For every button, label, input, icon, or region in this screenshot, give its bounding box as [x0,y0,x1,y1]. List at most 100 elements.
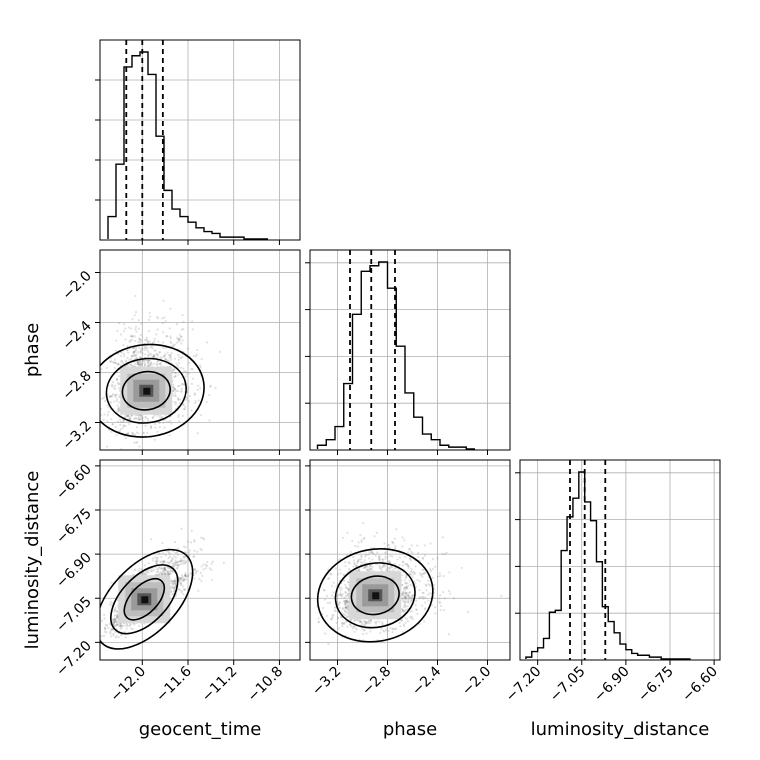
scatter-point [371,565,374,568]
scatter-point [143,571,146,574]
scatter-point [145,431,149,434]
scatter-point [345,601,348,604]
scatter-point [404,596,407,599]
scatter-point [111,422,114,426]
scatter-point [346,607,349,611]
scatter-point [147,561,150,565]
scatter-point [378,620,381,623]
scatter-point [151,570,154,573]
scatter-point [402,624,406,628]
scatter-point [423,544,427,547]
scatter-point [160,571,163,574]
scatter-point [375,620,379,623]
scatter-point [114,394,117,397]
scatter-point [170,341,173,345]
scatter-point [346,601,349,604]
scatter-point [331,585,334,588]
scatter-point [138,346,141,349]
scatter-point [425,584,428,587]
scatter-point [127,326,130,329]
scatter-point [361,632,365,635]
x-tick-label-phase: −2.8 [359,664,394,699]
scatter-point [438,572,442,575]
scatter-point [101,397,104,400]
scatter-point [172,587,176,590]
scatter-point [183,573,187,577]
scatter-point [403,595,406,598]
scatter-point [422,568,425,571]
scatter-point [118,382,121,385]
scatter-point [399,619,402,622]
scatter-point [87,370,89,372]
scatter-point [126,349,129,352]
scatter-point [169,569,172,572]
scatter-point [161,322,165,325]
scatter-point [345,603,348,607]
scatter-point [116,420,120,423]
scatter-point [143,359,146,362]
scatter-point [443,552,446,556]
scatter-point [211,578,214,582]
scatter-point [364,553,368,557]
scatter-point [339,568,342,571]
scatter-point [406,563,409,566]
scatter-point [177,415,180,418]
scatter-point [144,572,148,575]
scatter-point [177,353,180,357]
scatter-point [358,558,361,561]
scatter-point [133,441,136,444]
axes-frame [519,459,721,661]
scatter-point [405,598,408,601]
scatter-point [397,569,400,572]
scatter-point [116,382,119,385]
y-tick-label-phase: −2.0 [59,268,94,303]
scatter-point [407,601,410,604]
scatter-point [155,352,158,355]
scatter-point [127,432,130,435]
scatter-point [119,423,122,427]
scatter-point [351,539,354,543]
scatter-point [147,364,150,367]
scatter-point [178,578,181,581]
scatter-point [184,575,188,578]
x-tick-label-phase: −2.4 [409,663,444,698]
scatter-point [355,619,359,622]
scatter-point [347,561,350,564]
scatter-point [145,336,148,339]
scatter-point [163,573,166,576]
scatter-point [406,600,409,604]
scatter-point [164,320,167,323]
scatter-point [146,417,150,421]
scatter-point [163,569,166,572]
scatter-point [202,563,205,566]
scatter-point [120,420,123,423]
scatter-point [168,327,171,330]
scatter-point [113,361,117,364]
hist-panel-luminosity-distance: −7.20 −7.05 −6.90 −6.75 −6.60 [503,459,721,705]
scatter-point [118,322,121,325]
scatter-point [329,573,332,576]
scatter-point [126,623,129,626]
scatter-point [414,565,417,568]
scatter-point [134,350,137,353]
scatter-point [346,581,350,584]
scatter-point [139,363,142,366]
scatter-point [175,322,179,326]
scatter-point [412,570,415,573]
scatter-point [193,540,196,543]
scatter-point [174,374,177,378]
scatter-point [138,567,141,570]
scatter-point [141,419,144,423]
scatter-point [339,593,342,597]
scatter-point [363,566,367,570]
scatter-point [197,384,200,387]
scatter-point [405,586,408,590]
scatter-point [174,582,177,586]
scatter-point [394,545,397,548]
scatter-point [176,566,179,570]
scatter-point [133,354,136,357]
scatter-point [157,340,160,343]
scatter-point [109,632,112,635]
scatter-point [115,339,118,342]
scatter-point [407,598,410,601]
